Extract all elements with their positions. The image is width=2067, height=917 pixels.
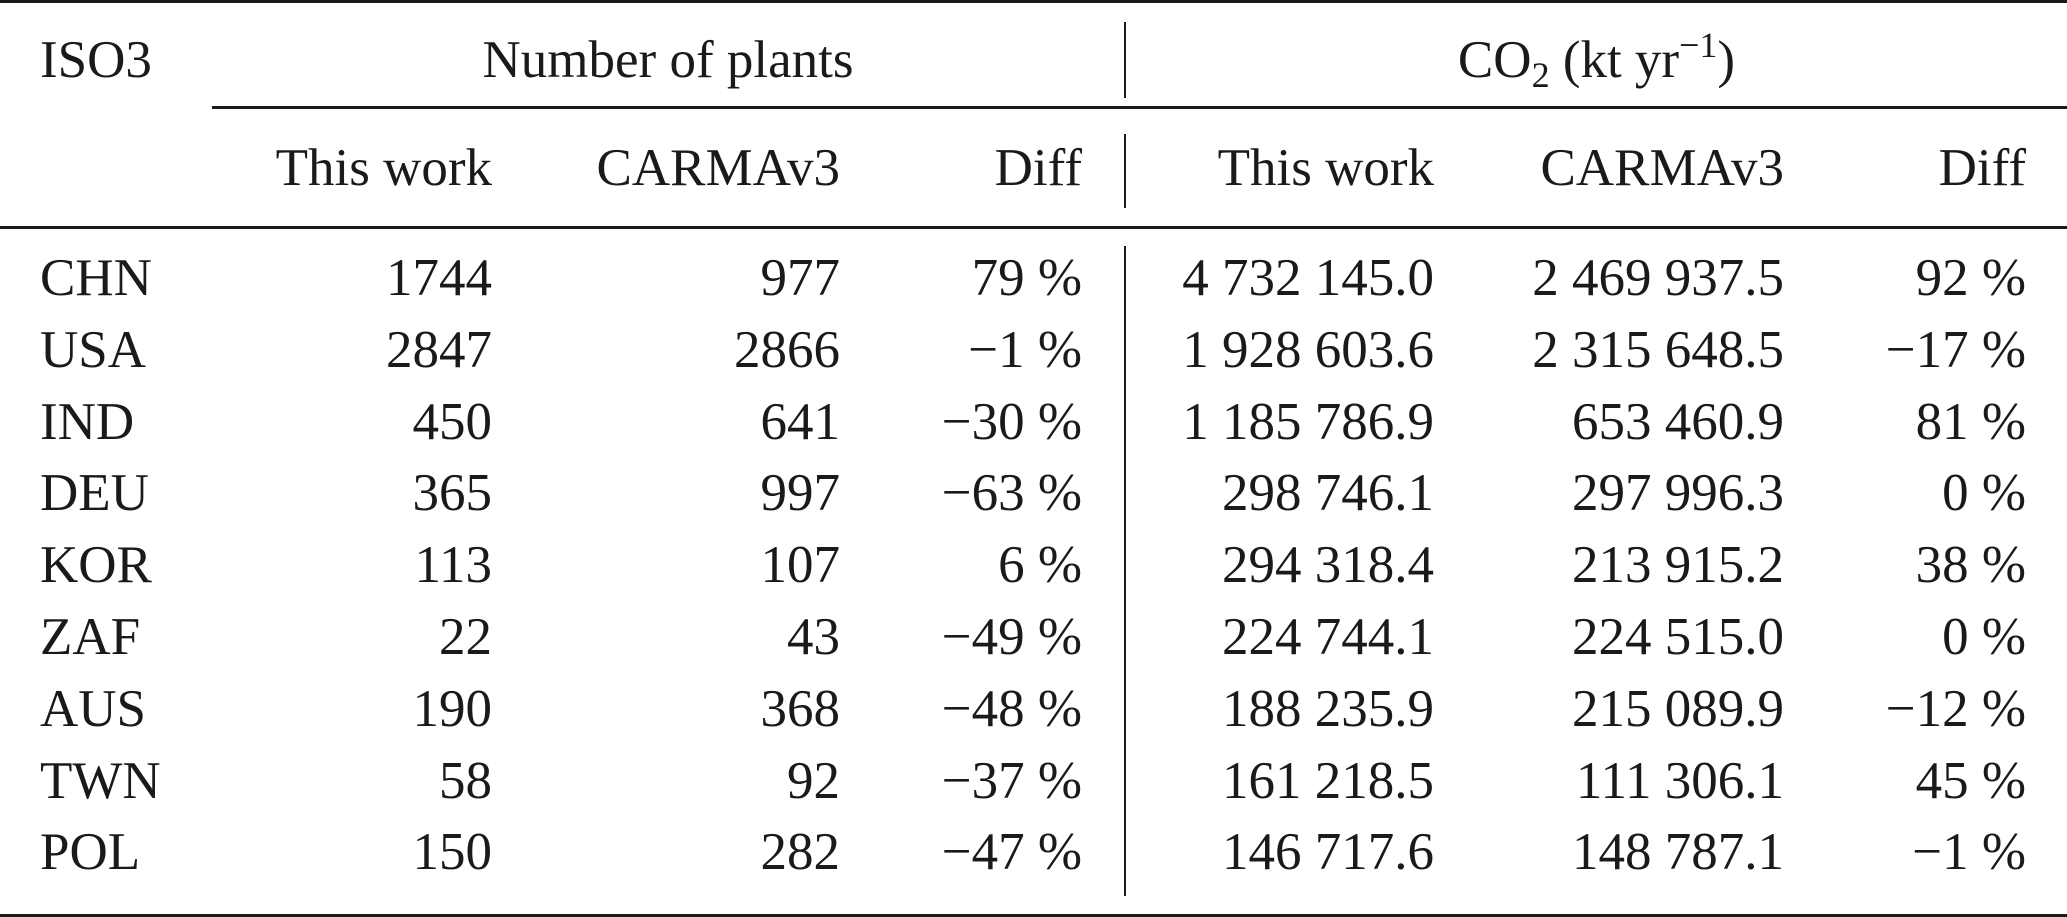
cell-plants-this-work: 58 — [439, 752, 492, 810]
cell-co2-diff: 81 % — [1915, 393, 2026, 451]
cell-co2-this-work: 146 717.6 — [1222, 823, 1434, 881]
cell-plants-carma: 2866 — [734, 321, 840, 379]
cell-plants-this-work: 2847 — [386, 321, 492, 379]
cell-iso: TWN — [40, 752, 161, 810]
cell-iso: AUS — [40, 680, 147, 738]
cell-iso: CHN — [40, 249, 152, 307]
cell-plants-diff: 79 % — [971, 249, 1082, 307]
cell-co2-carma: 213 915.2 — [1572, 536, 1784, 594]
top-rule — [0, 0, 2067, 3]
cell-plants-this-work: 113 — [414, 536, 492, 594]
cell-plants-carma: 997 — [760, 464, 841, 522]
cell-plants-carma: 641 — [760, 393, 841, 451]
group-rule — [212, 106, 2067, 109]
header-bottom-rule — [0, 226, 2067, 229]
cell-co2-carma: 111 306.1 — [1575, 752, 1784, 810]
cell-plants-carma: 43 — [787, 608, 840, 666]
cell-iso: ZAF — [40, 608, 141, 666]
cell-plants-this-work: 365 — [412, 464, 493, 522]
cell-co2-this-work: 4 732 145.0 — [1182, 249, 1434, 307]
co2-subscript: 2 — [1531, 55, 1550, 95]
subheader-plants-diff: Diff — [994, 139, 1082, 197]
cell-plants-diff: −1 % — [968, 321, 1082, 379]
cell-co2-diff: −17 % — [1885, 321, 2026, 379]
cell-iso: KOR — [40, 536, 152, 594]
group-separator-sub — [1124, 134, 1126, 208]
cell-iso: DEU — [40, 464, 149, 522]
cell-co2-this-work: 188 235.9 — [1222, 680, 1434, 738]
cell-co2-diff: 45 % — [1915, 752, 2026, 810]
cell-plants-carma: 92 — [787, 752, 840, 810]
cell-plants-carma: 107 — [760, 536, 841, 594]
cell-co2-this-work: 1 185 786.9 — [1182, 393, 1434, 451]
cell-co2-diff: 0 % — [1942, 464, 2026, 522]
cell-plants-diff: −63 % — [941, 464, 1082, 522]
cell-plants-carma: 282 — [760, 823, 841, 881]
cell-plants-this-work: 22 — [439, 608, 492, 666]
group-separator-top — [1124, 22, 1126, 98]
cell-co2-this-work: 294 318.4 — [1222, 536, 1434, 594]
header-group-plants: Number of plants — [482, 31, 854, 89]
cell-iso: POL — [40, 823, 141, 881]
cell-co2-diff: 38 % — [1915, 536, 2026, 594]
cell-co2-carma: 215 089.9 — [1572, 680, 1784, 738]
cell-plants-this-work: 1744 — [386, 249, 492, 307]
cell-co2-carma: 653 460.9 — [1572, 393, 1784, 451]
subheader-co2-this-work: This work — [1217, 139, 1434, 197]
cell-plants-diff: 6 % — [998, 536, 1082, 594]
subheader-plants-carma: CARMAv3 — [596, 139, 840, 197]
cell-iso: IND — [40, 393, 135, 451]
cell-plants-diff: −47 % — [941, 823, 1082, 881]
cell-co2-diff: −12 % — [1885, 680, 2026, 738]
cell-co2-carma: 297 996.3 — [1572, 464, 1784, 522]
cell-co2-this-work: 161 218.5 — [1222, 752, 1434, 810]
cell-co2-carma: 2 469 937.5 — [1532, 249, 1784, 307]
cell-plants-carma: 977 — [760, 249, 841, 307]
cell-co2-carma: 148 787.1 — [1572, 823, 1784, 881]
cell-plants-diff: −49 % — [941, 608, 1082, 666]
cell-co2-this-work: 1 928 603.6 — [1182, 321, 1434, 379]
subheader-plants-this-work: This work — [275, 139, 492, 197]
cell-plants-carma: 368 — [760, 680, 841, 738]
cell-co2-diff: 92 % — [1915, 249, 2026, 307]
co2-prefix: CO — [1457, 31, 1532, 89]
co2-unit-open: (kt yr — [1549, 31, 1680, 89]
cell-plants-diff: −48 % — [941, 680, 1082, 738]
cell-co2-carma: 224 515.0 — [1572, 608, 1784, 666]
cell-co2-this-work: 224 744.1 — [1222, 608, 1434, 666]
cell-plants-diff: −30 % — [941, 393, 1082, 451]
cell-co2-this-work: 298 746.1 — [1222, 464, 1434, 522]
header-iso: ISO3 — [40, 31, 152, 89]
cell-iso: USA — [40, 321, 147, 379]
header-group-co2: CO2 (kt yr−1) — [1126, 27, 2067, 93]
co2-unit-close: ) — [1717, 31, 1736, 89]
cell-plants-this-work: 150 — [412, 823, 493, 881]
subheader-co2-diff: Diff — [1938, 139, 2026, 197]
cell-plants-this-work: 450 — [412, 393, 493, 451]
cell-plants-diff: −37 % — [941, 752, 1082, 810]
cell-co2-diff: 0 % — [1942, 608, 2026, 666]
cell-plants-this-work: 190 — [412, 680, 493, 738]
group-separator-body — [1124, 246, 1126, 896]
cell-co2-carma: 2 315 648.5 — [1532, 321, 1784, 379]
bottom-rule — [0, 914, 2067, 917]
subheader-co2-carma: CARMAv3 — [1540, 139, 1784, 197]
cell-co2-diff: −1 % — [1912, 823, 2026, 881]
co2-unit-superscript: −1 — [1679, 25, 1718, 65]
